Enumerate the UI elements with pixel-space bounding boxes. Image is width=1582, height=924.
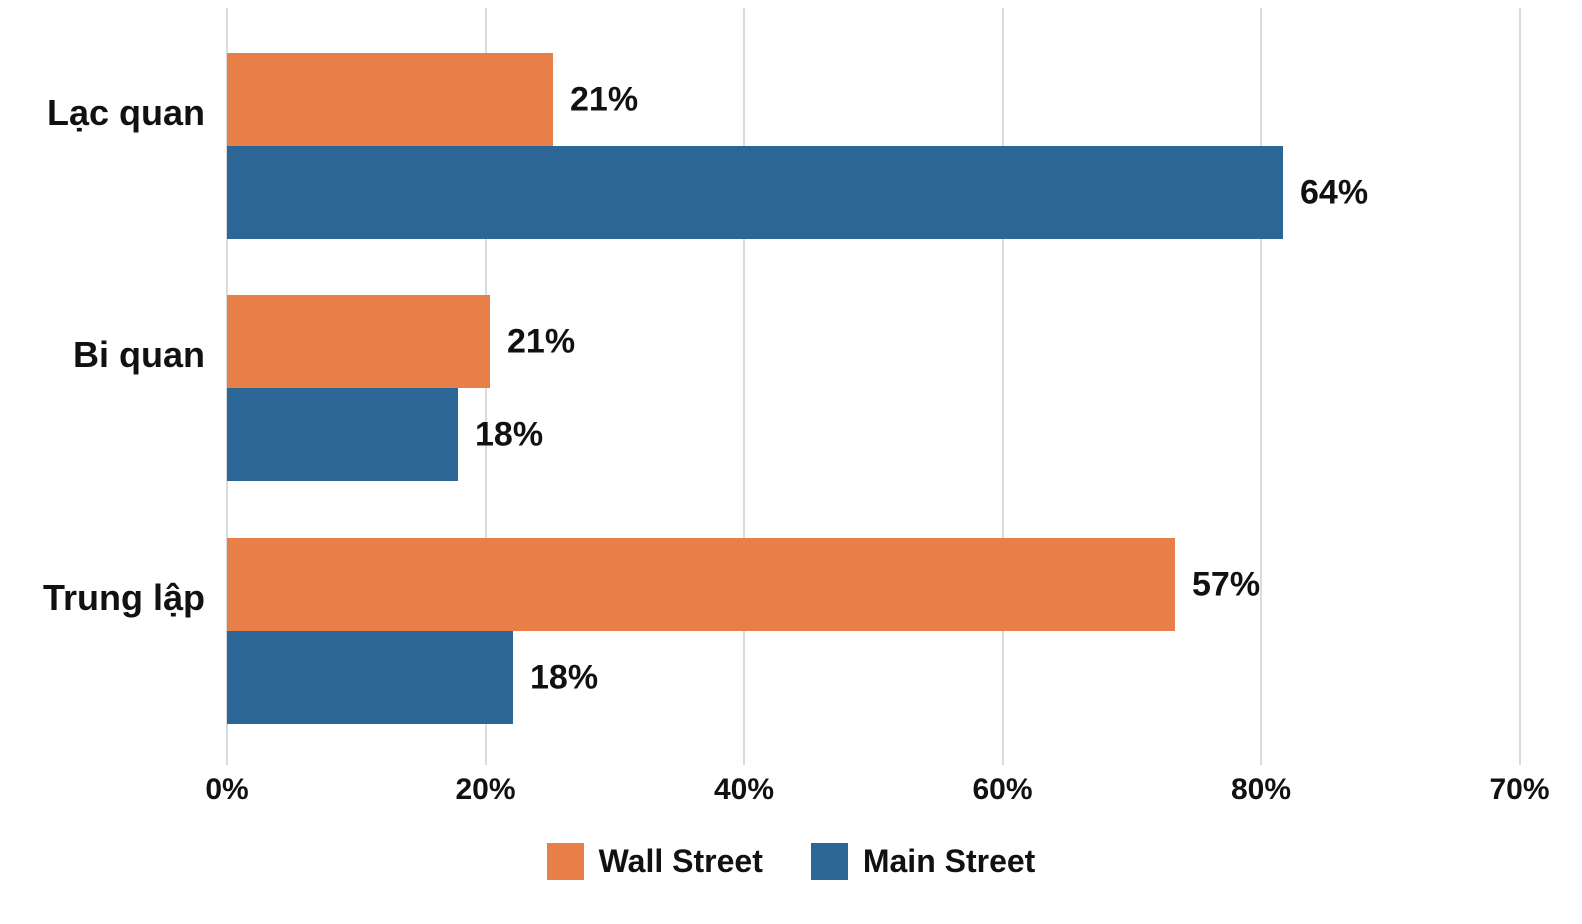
x-axis-tick-label: 60% xyxy=(972,773,1033,806)
bar-main-street xyxy=(227,146,1283,239)
bar-wall-street xyxy=(227,295,490,388)
bar-main-street xyxy=(227,631,513,724)
legend-swatch-main-street xyxy=(810,843,848,880)
gridline xyxy=(1260,8,1262,765)
value-label: 57% xyxy=(1192,565,1261,603)
value-label: 18% xyxy=(475,415,544,453)
legend: Wall Street Main Street xyxy=(0,843,1582,880)
category-label: Lạc quan xyxy=(46,92,205,133)
gridline xyxy=(1001,8,1004,765)
gridline xyxy=(1518,8,1521,765)
category-label: Bi quan xyxy=(73,334,205,375)
x-axis-tick-label: 70% xyxy=(1489,773,1550,806)
bar-wall-street xyxy=(227,538,1175,631)
x-axis-tick-label: 80% xyxy=(1230,773,1292,806)
legend-item-main-street: Main Street xyxy=(810,843,1036,880)
x-axis-tick-label: 0% xyxy=(205,773,249,806)
category-label: Trung lập xyxy=(43,577,205,618)
bar-wall-street xyxy=(227,53,553,146)
x-axis-tick-label: 40% xyxy=(713,773,775,806)
x-axis-tick-label: 20% xyxy=(455,773,516,806)
legend-swatch-wall-street xyxy=(546,843,584,880)
legend-item-wall-street: Wall Street xyxy=(546,843,763,880)
legend-label-wall-street: Wall Street xyxy=(598,843,763,879)
gridline xyxy=(743,8,745,765)
value-label: 18% xyxy=(530,658,599,696)
bar-main-street xyxy=(227,388,458,481)
legend-label-main-street: Main Street xyxy=(862,843,1036,879)
value-label: 21% xyxy=(507,322,576,360)
value-label: 64% xyxy=(1300,173,1369,211)
value-label: 21% xyxy=(570,80,639,118)
